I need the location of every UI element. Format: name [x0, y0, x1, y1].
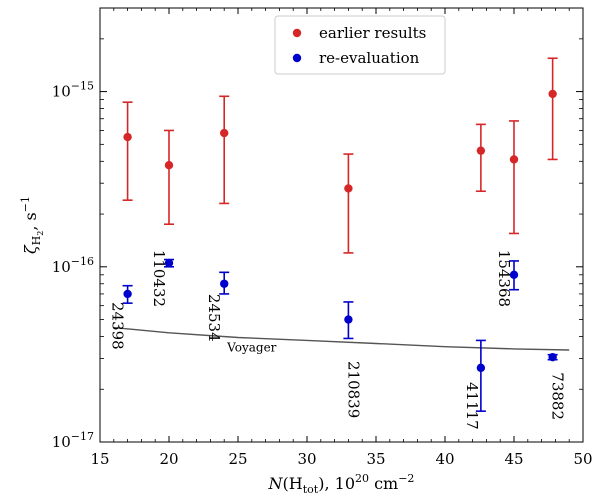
y-tick-label: 10−15 [52, 80, 94, 101]
axes-layer: 15 20 25 30 35 40 45 50 10−17 10−16 10−15 N(Htot), … [19, 7, 593, 496]
y-tick-label: 10−16 [52, 255, 94, 276]
data-point [509, 270, 519, 280]
y-axis-title: ζH2, s−1 [19, 196, 45, 254]
series-earlier-results [122, 57, 558, 254]
voyager-model-line [113, 326, 570, 351]
legend-marker [292, 28, 302, 38]
star-id-label: 24398 [108, 302, 126, 350]
x-axis-title: N(Htot), 1020 cm−2 [268, 472, 415, 496]
data-point [344, 184, 353, 193]
data-point [344, 315, 353, 324]
voyager-model-layer: Voyager [113, 326, 570, 355]
plot-area [100, 8, 583, 442]
legend-entry: earlier results [319, 24, 426, 42]
star-id-label: 73882 [549, 372, 567, 420]
data-point [548, 352, 557, 362]
star-id-label: 154368 [495, 250, 513, 307]
star-id-label: 41117 [463, 382, 481, 430]
data-point [220, 279, 229, 288]
star-id-label: 24534 [205, 294, 223, 342]
legend-entry: re-evaluation [319, 49, 420, 67]
legend: earlier results re-evaluation [274, 15, 446, 75]
plot-frame [99, 7, 584, 443]
legend-marker [292, 53, 302, 63]
x-tick-label: 45 [504, 450, 523, 468]
data-point [123, 132, 132, 142]
series-layer [122, 57, 558, 412]
voyager-line-label: Voyager [226, 341, 277, 355]
legend-box [274, 15, 446, 75]
annotation-layer: 24398 110432 24534 210839 41117 154368 73882 [108, 250, 566, 430]
data-point [164, 161, 174, 170]
star-id-label: 110432 [150, 250, 168, 307]
data-point [220, 128, 229, 138]
y-tick-label: 10−17 [52, 430, 94, 451]
data-point [164, 258, 174, 268]
data-point [509, 155, 519, 164]
x-tick-label: 40 [435, 450, 454, 468]
plot-background [100, 8, 583, 442]
data-point [123, 289, 132, 299]
x-tick-label: 30 [297, 450, 316, 468]
series-re-evaluation [122, 258, 558, 412]
data-point [476, 363, 486, 373]
x-tick-label: 50 [573, 450, 592, 468]
data-point [548, 89, 557, 99]
data-point [476, 146, 486, 155]
x-tick-label: 15 [90, 450, 109, 468]
x-tick-label: 35 [366, 450, 385, 468]
star-id-label: 210839 [344, 361, 362, 418]
x-tick-label: 20 [159, 450, 178, 468]
x-tick-label: 25 [228, 450, 247, 468]
